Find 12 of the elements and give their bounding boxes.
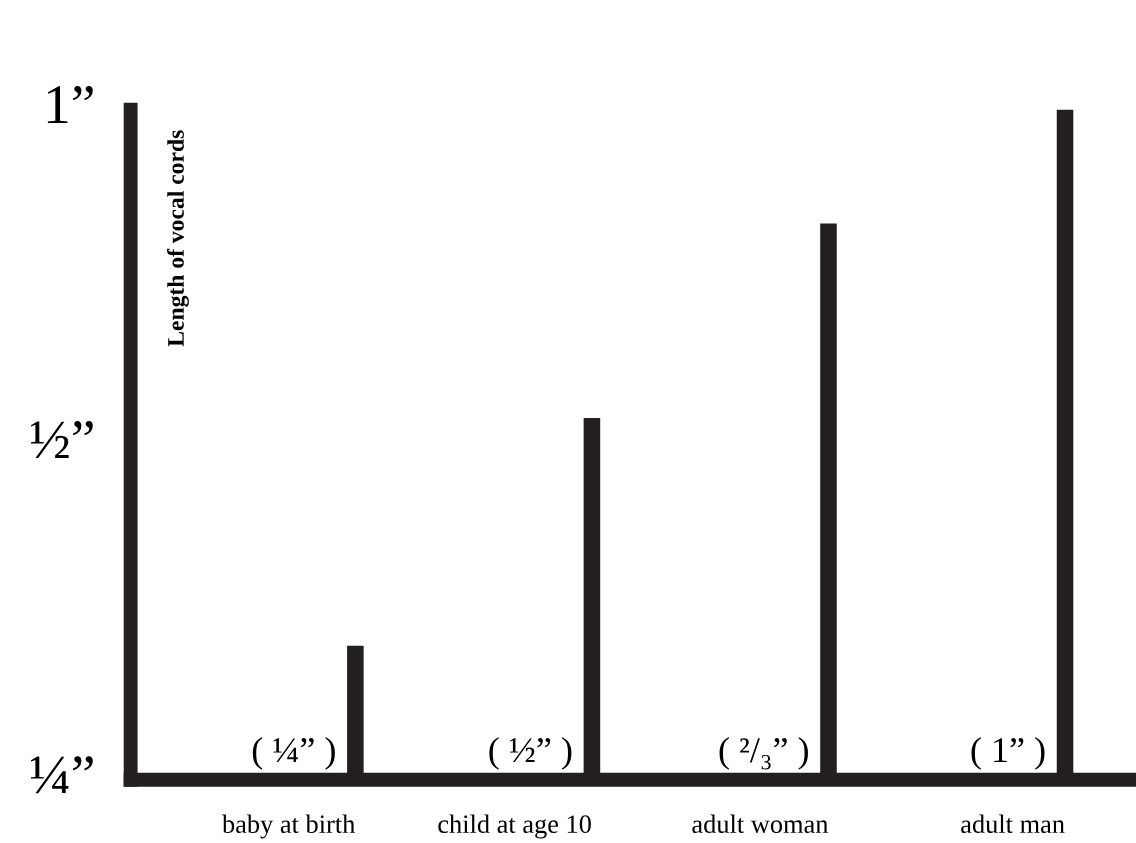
x-tick-label: child at age 10 [438, 814, 591, 839]
text: ¼” [30, 756, 93, 794]
y-axis-title: Length of vocal cords [167, 130, 189, 347]
x-tick-label: adult woman [692, 814, 829, 834]
annotation: ( ¼” ) [252, 736, 335, 770]
x-tick-label: adult man [961, 814, 1065, 834]
x-tick-label: baby at birth [221, 814, 356, 839]
text: ½” [30, 421, 93, 459]
annotation: ( 1” ) [971, 736, 1045, 770]
annotation: ( ½” ) [489, 736, 572, 770]
annotation: ( ²/₃” ) [719, 736, 808, 770]
text: 1” [47, 86, 93, 123]
